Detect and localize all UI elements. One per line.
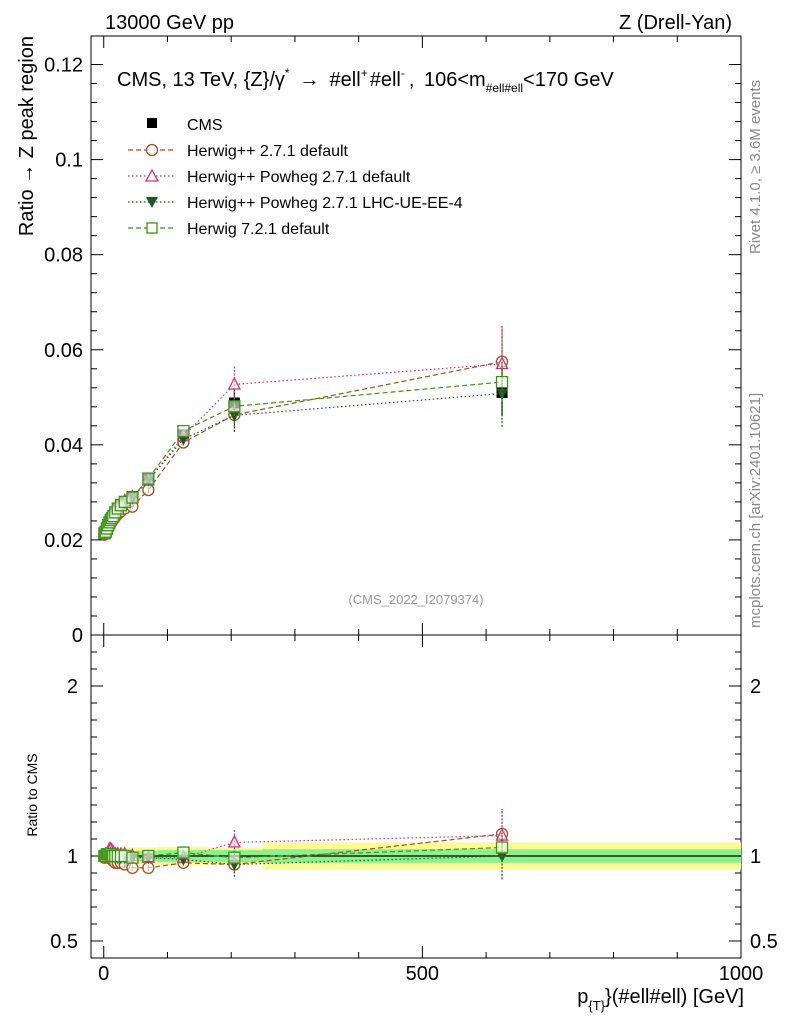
main-ytick-label: 0.06 <box>44 340 83 362</box>
ratio-ytick-label-right: 0.5 <box>750 931 778 953</box>
ratio-point-herwigpp-powheg <box>227 834 241 848</box>
ratio-point-herwig7-default <box>142 849 155 863</box>
ratio-ytick-label-left: 1 <box>67 846 78 868</box>
ratio-ylabel: Ratio to CMS <box>24 753 40 836</box>
data-point-herwig7-default <box>126 491 139 504</box>
data-point-herwig7-default <box>177 424 190 438</box>
data-point-herwig7-default <box>228 400 241 413</box>
series-line-herwig7-default <box>103 381 503 534</box>
ratio-plot-frame <box>90 634 742 959</box>
legend-label-herwigpp-default: Herwig++ 2.7.1 default <box>187 143 349 160</box>
data-point-herwigpp-powheg-ee4 <box>177 434 189 446</box>
ratio-point-herwig7-default <box>228 851 241 864</box>
x-axis-label: p{T}}(#ell#ell) [GeV] <box>577 986 744 1013</box>
ratio-ytick-label-left: 0.5 <box>50 931 78 953</box>
data-point-herwig7-default <box>142 472 155 485</box>
legend-label-herwigpp-powheg: Herwig++ Powheg 2.7.1 default <box>187 169 411 186</box>
main-ytick-label: 0.1 <box>55 150 83 172</box>
main-ytick-label: 0.12 <box>44 55 83 77</box>
legend: CMS Herwig++ 2.7.1 default Herwig++ Powh… <box>128 117 463 238</box>
ratio-ytick-label-right: 1 <box>750 846 761 868</box>
ratio-line-herwigpp-powheg-ee4 <box>104 855 503 866</box>
main-ylabel: Ratio → Z peak region <box>16 36 38 236</box>
legend-marker-herwig7-default <box>146 222 158 234</box>
ratio-point-herwig7-default <box>126 851 139 864</box>
analysis-id: (CMS_2022_I2079374) <box>348 592 483 607</box>
header-left: 13000 GeV pp <box>105 12 234 34</box>
data-point-herwigpp-powheg <box>227 376 241 390</box>
ratio-point-herwig7-default <box>177 846 190 859</box>
data-point-herwigpp-powheg-ee4 <box>228 410 240 422</box>
legend-marker-herwigpp-default <box>145 143 159 157</box>
data-point-herwig7-default <box>495 375 509 389</box>
ratio-xtick-label: 500 <box>406 963 439 985</box>
main-ytick-label: 0.08 <box>44 245 83 267</box>
mcplots-label: mcplots.cern.ch [arXiv:2401.10621] <box>747 393 764 628</box>
legend-marker-herwigpp-powheg <box>144 168 160 182</box>
legend-label-cms: CMS <box>187 117 223 134</box>
ratio-ytick-label-right: 2 <box>750 676 761 698</box>
header-right: Z (Drell-Yan) <box>619 12 732 34</box>
main-ytick-label: 0.04 <box>44 435 83 457</box>
series-line-herwigpp-powheg-ee4 <box>103 392 503 535</box>
legend-marker-cms <box>147 118 157 128</box>
ratio-ytick-label-left: 2 <box>67 676 78 698</box>
legend-label-herwig7-default: Herwig 7.2.1 default <box>187 221 330 238</box>
main-ytick-label: 0.02 <box>44 530 83 552</box>
main-title: CMS, 13 TeV, {Z}/γ* → #ell+ #ell-, 106<m#el… <box>117 66 614 95</box>
legend-marker-herwigpp-powheg-ee4 <box>146 197 158 208</box>
series-line-herwigpp-powheg <box>103 363 503 534</box>
main-ytick-label: 0 <box>72 625 83 647</box>
rivet-label: Rivet 4.1.0, ≥ 3.6M events <box>747 80 764 254</box>
data-point-herwigpp-powheg-ee4 <box>496 388 508 400</box>
ratio-xtick-label: 0 <box>98 963 109 985</box>
legend-label-herwigpp-powheg-ee4: Herwig++ Powheg 2.7.1 LHC-UE-EE-4 <box>187 195 463 212</box>
ratio-xtick-label: 1000 <box>719 963 764 985</box>
ratio-point-herwig7-default <box>495 841 509 854</box>
